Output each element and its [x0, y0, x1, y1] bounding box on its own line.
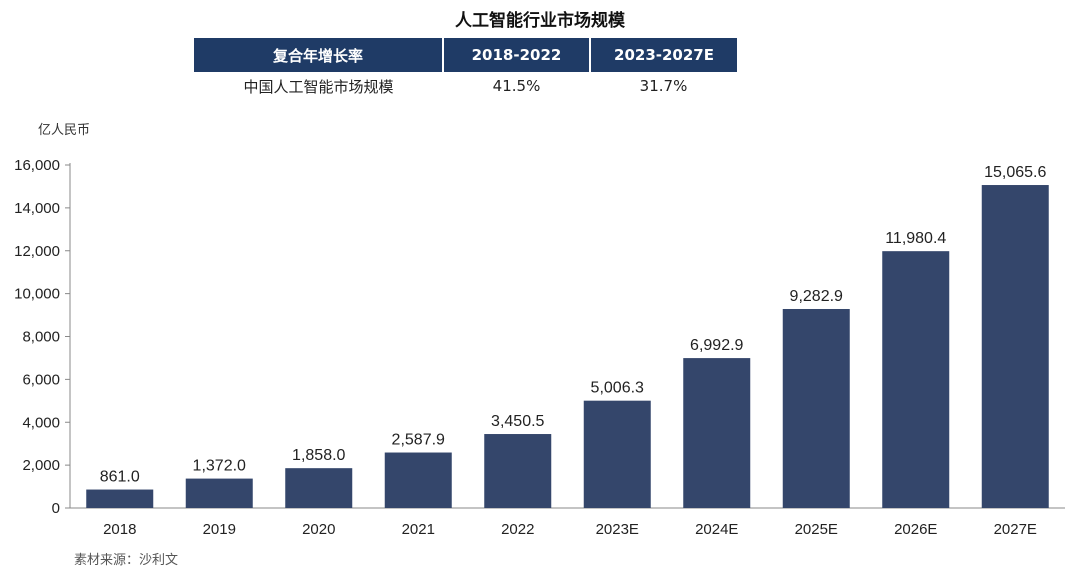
bar-2027E	[981, 185, 1049, 509]
bar-2019	[185, 478, 253, 508]
data-label-2027E: 15,065.6	[984, 164, 1046, 181]
bar-2020	[285, 468, 353, 508]
x-tick-label-2023E: 2023E	[596, 521, 639, 538]
x-tick-label-2025E: 2025E	[795, 521, 838, 538]
bar-2022	[484, 434, 552, 508]
chart-title: 人工智能行业市场规模	[455, 11, 625, 31]
bar-2025E	[782, 308, 850, 508]
bar-2024E	[683, 358, 751, 508]
x-tick-label-2024E: 2024E	[695, 521, 738, 538]
bar-2021	[384, 452, 452, 508]
cagr-header-row: 复合年增长率 2018-2022 2023-2027E	[194, 38, 737, 72]
cagr-row-label: 中国人工智能市场规模	[243, 77, 394, 96]
data-label-2020: 1,858.0	[292, 447, 345, 464]
x-tick-label-2022: 2022	[501, 521, 534, 538]
data-label-2026E: 11,980.4	[885, 230, 946, 247]
x-tick-label-2020: 2020	[302, 521, 335, 538]
data-label-2021: 2,587.9	[392, 432, 445, 449]
cagr-table: 复合年增长率 2018-2022 2023-2027E 中国人工智能市场规模 4…	[194, 38, 737, 100]
y-tick-label: 2,000	[22, 457, 60, 474]
y-tick-label: 6,000	[22, 371, 60, 388]
y-tick-label: 0	[52, 500, 60, 517]
cagr-header-label: 复合年增长率	[194, 38, 444, 72]
y-tick-label: 4,000	[22, 414, 60, 431]
x-tick-label-2018: 2018	[103, 521, 136, 538]
x-tick-label-2026E: 2026E	[894, 521, 937, 538]
x-tick-label-2027E: 2027E	[994, 521, 1037, 538]
bar-2018	[86, 489, 154, 508]
cagr-data-row: 中国人工智能市场规模 41.5% 31.7%	[194, 72, 737, 100]
x-tick-label-2019: 2019	[203, 521, 236, 538]
data-label-2025E: 9,282.9	[790, 288, 843, 305]
data-label-2023E: 5,006.3	[591, 380, 644, 397]
data-label-2022: 3,450.5	[491, 413, 544, 430]
cagr-header-period-1: 2018-2022	[443, 38, 591, 72]
cagr-value-1: 41.5%	[492, 77, 541, 95]
y-tick-label: 10,000	[14, 286, 60, 303]
y-tick-label: 8,000	[22, 329, 60, 346]
x-tick-label-2021: 2021	[402, 521, 435, 538]
bar-2026E	[882, 251, 950, 509]
cagr-header-period-2: 2023-2027E	[590, 38, 737, 72]
cagr-value-2: 31.7%	[639, 77, 688, 95]
data-label-2024E: 6,992.9	[690, 337, 743, 354]
source-note: 素材来源：沙利文	[74, 553, 179, 568]
data-label-2019: 1,372.0	[193, 458, 246, 475]
y-tick-label: 14,000	[14, 200, 60, 217]
data-label-2018: 861.0	[100, 469, 140, 486]
y-tick-label: 12,000	[14, 243, 60, 260]
bar-2023E	[583, 400, 651, 508]
y-tick-label: 16,000	[14, 157, 60, 174]
y-axis-unit: 亿人民币	[38, 123, 91, 138]
